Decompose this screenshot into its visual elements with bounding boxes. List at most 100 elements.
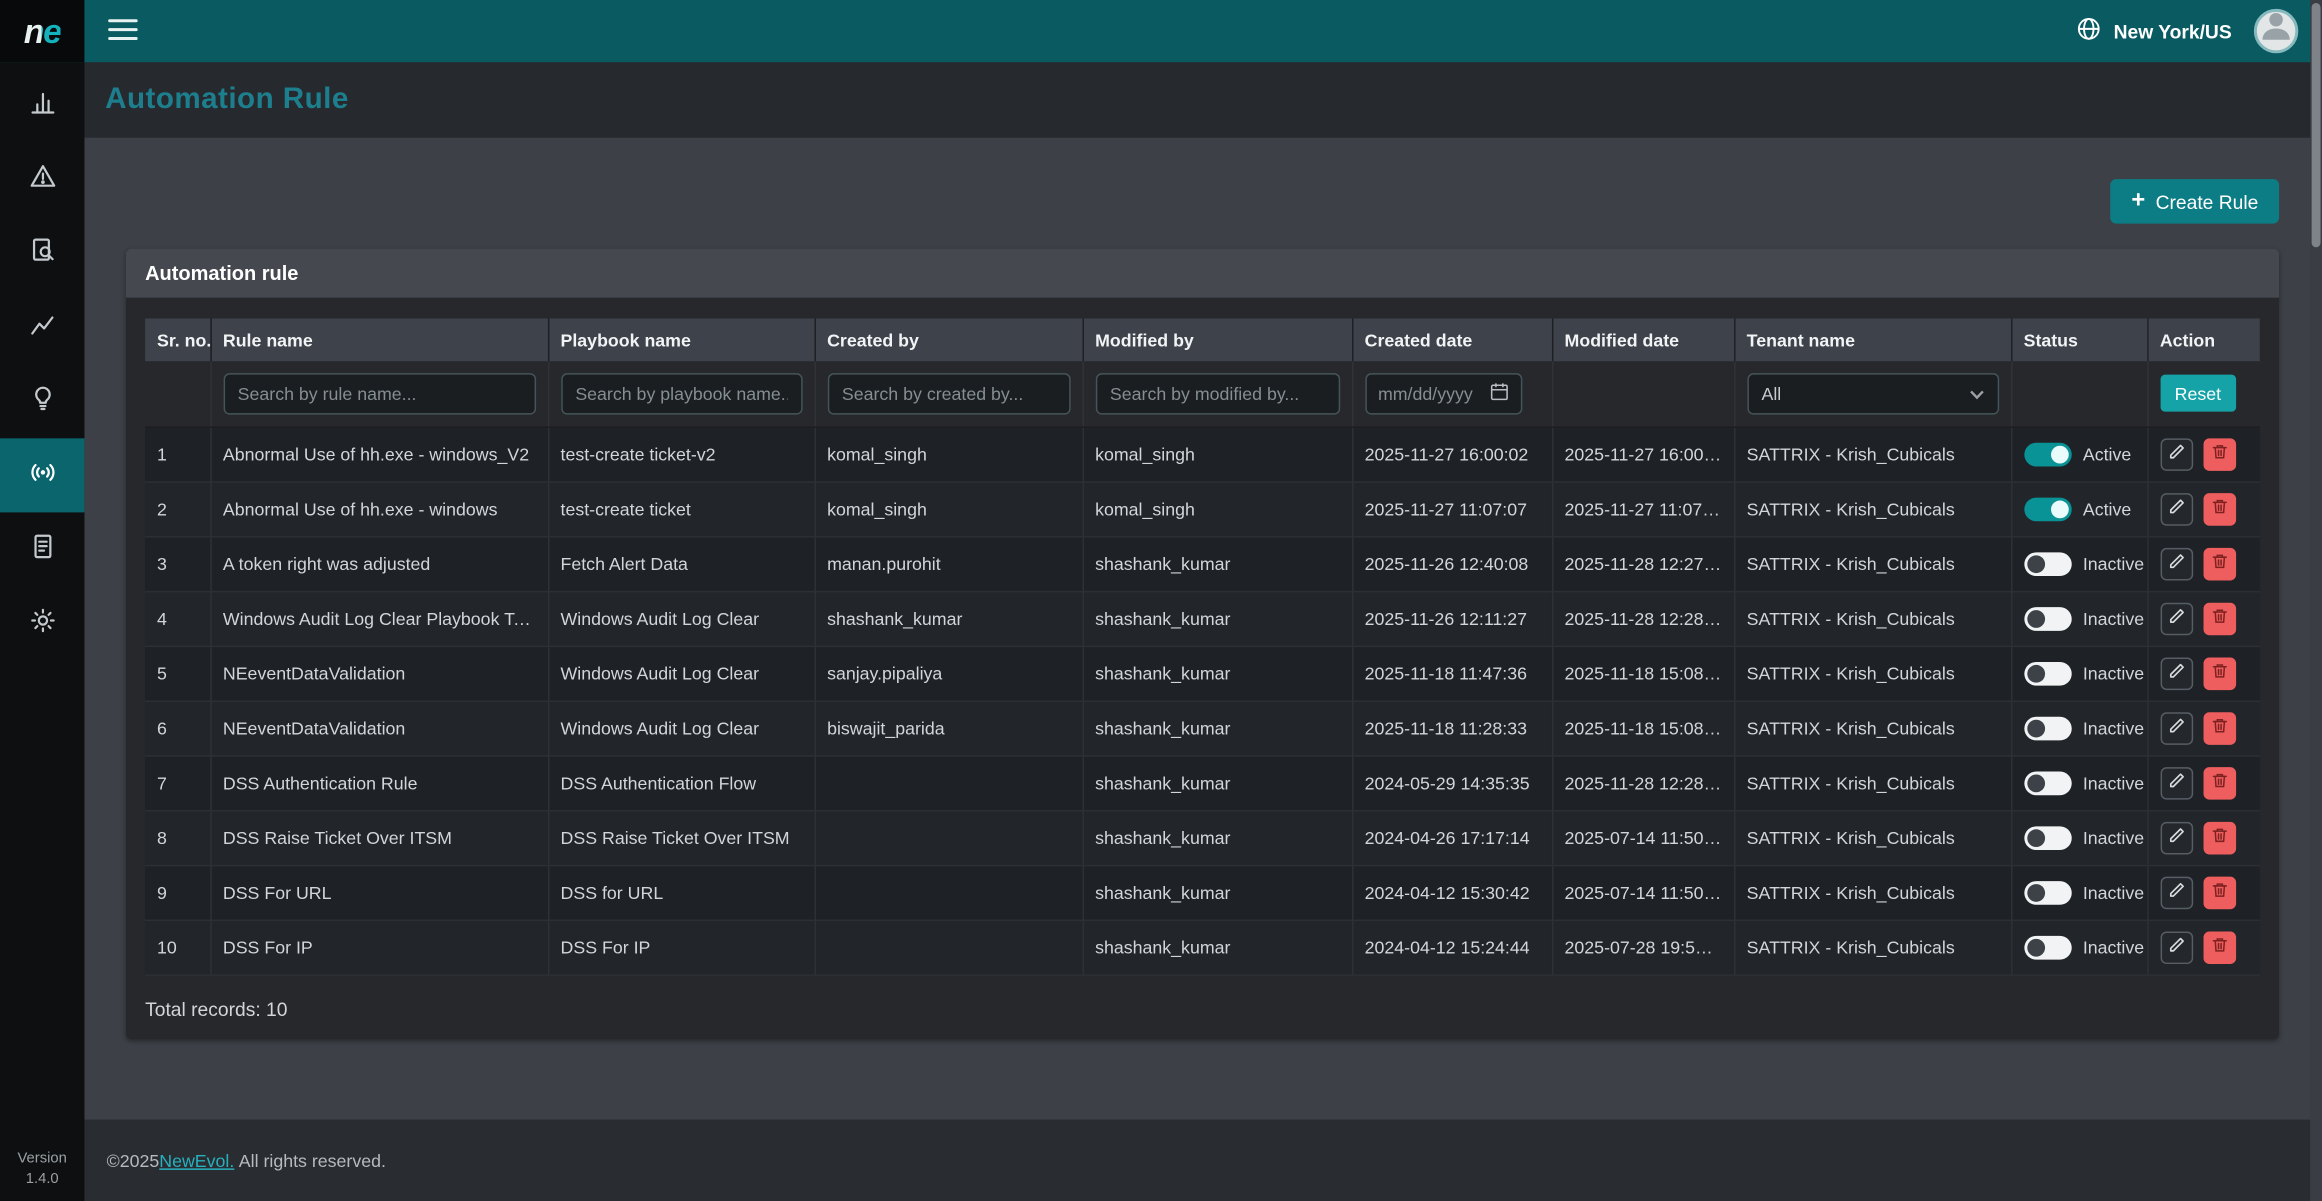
- toggle-knob: [2027, 883, 2045, 901]
- delete-button[interactable]: [2203, 438, 2236, 471]
- newevol-link[interactable]: NewEvol.: [159, 1150, 234, 1171]
- sidebar-item-analytics[interactable]: [0, 290, 84, 364]
- pencil-icon: [2167, 498, 2185, 520]
- table-row: 8 DSS Raise Ticket Over ITSM DSS Raise T…: [145, 810, 2260, 865]
- cell-rule-name: Abnormal Use of hh.exe - windows: [210, 481, 548, 536]
- cell-created-by: [814, 865, 1082, 920]
- table-row: 4 Windows Audit Log Clear Playbook Test …: [145, 591, 2260, 646]
- card-title: Automation rule: [126, 249, 2279, 298]
- cell-tenant-name: SATTRIX - Krish_Cubicals: [1734, 865, 2011, 920]
- edit-button[interactable]: [2160, 547, 2193, 580]
- filter-cell-empty-modified-date: [1552, 361, 1734, 426]
- delete-button[interactable]: [2203, 766, 2236, 799]
- edit-button[interactable]: [2160, 821, 2193, 854]
- app-logo[interactable]: ne: [0, 0, 84, 62]
- person-icon: [2257, 9, 2296, 50]
- edit-button[interactable]: [2160, 712, 2193, 745]
- automation-rule-card: Automation rule Sr. no. Rule name Playbo…: [126, 249, 2279, 1039]
- cell-created-date: 2024-04-26 17:17:14: [1352, 810, 1552, 865]
- edit-button[interactable]: [2160, 876, 2193, 909]
- status-toggle[interactable]: [2024, 661, 2071, 685]
- cell-rule-name: DSS Raise Ticket Over ITSM: [210, 810, 548, 865]
- chevron-down-icon: [1969, 383, 1984, 404]
- status-toggle[interactable]: [2024, 552, 2071, 576]
- edit-button[interactable]: [2160, 438, 2193, 471]
- delete-button[interactable]: [2203, 876, 2236, 909]
- sidebar-item-alerts[interactable]: [0, 142, 84, 216]
- cell-rule-name: DSS For URL: [210, 865, 548, 920]
- tenant-filter-select[interactable]: All: [1747, 373, 1999, 414]
- region-selector[interactable]: New York/US: [2077, 16, 2232, 46]
- table-row: 6 NEeventDataValidation Windows Audit Lo…: [145, 700, 2260, 755]
- cell-status: Inactive: [2011, 755, 2147, 810]
- cell-status: Inactive: [2011, 646, 2147, 701]
- region-label: New York/US: [2114, 20, 2232, 42]
- cell-status: Inactive: [2011, 865, 2147, 920]
- status-toggle[interactable]: [2024, 442, 2071, 466]
- delete-button[interactable]: [2203, 657, 2236, 690]
- status-toggle[interactable]: [2024, 826, 2071, 850]
- sidebar-item-investigation[interactable]: [0, 216, 84, 290]
- scrollbar-thumb[interactable]: [2312, 3, 2321, 247]
- edit-button[interactable]: [2160, 657, 2193, 690]
- cell-created-by: [814, 810, 1082, 865]
- pencil-icon: [2167, 826, 2185, 848]
- cell-created-by: komal_singh: [814, 481, 1082, 536]
- status-toggle[interactable]: [2024, 606, 2071, 630]
- status-toggle[interactable]: [2024, 716, 2071, 740]
- status-label: Inactive: [2083, 937, 2144, 958]
- cell-tenant-name: SATTRIX - Krish_Cubicals: [1734, 810, 2011, 865]
- cell-rule-name: Windows Audit Log Clear Playbook Test: [210, 591, 548, 646]
- delete-button[interactable]: [2203, 931, 2236, 964]
- cell-created-date: 2025-11-27 11:07:07: [1352, 481, 1552, 536]
- table-row: 1 Abnormal Use of hh.exe - windows_V2 te…: [145, 426, 2260, 481]
- create-rule-button[interactable]: + Create Rule: [2111, 179, 2279, 223]
- sidebar-item-automation[interactable]: [0, 438, 84, 512]
- edit-button[interactable]: [2160, 766, 2193, 799]
- vertical-scrollbar[interactable]: [2310, 0, 2322, 1201]
- user-avatar[interactable]: [2254, 9, 2298, 53]
- status-label: Inactive: [2083, 663, 2144, 684]
- filter-cell-empty-sr: [145, 361, 210, 426]
- pencil-icon: [2167, 717, 2185, 739]
- sidebar-item-insights[interactable]: [0, 364, 84, 438]
- plus-icon: +: [2131, 190, 2145, 214]
- delete-button[interactable]: [2203, 547, 2236, 580]
- page-header: Automation Rule: [84, 62, 2322, 138]
- cell-created-date: 2025-11-27 16:00:02: [1352, 426, 1552, 481]
- created-date-filter[interactable]: mm/dd/yyyy: [1365, 373, 1522, 414]
- column-header-playbook-name: Playbook name: [548, 318, 815, 361]
- created-by-filter-input[interactable]: [827, 373, 1070, 414]
- modified-by-filter-input[interactable]: [1095, 373, 1339, 414]
- delete-button[interactable]: [2203, 492, 2236, 525]
- status-toggle[interactable]: [2024, 771, 2071, 795]
- edit-button[interactable]: [2160, 492, 2193, 525]
- pencil-icon: [2167, 443, 2185, 465]
- sidebar-item-settings[interactable]: [0, 586, 84, 660]
- rule-name-filter-input[interactable]: [223, 373, 535, 414]
- cell-action: [2147, 755, 2260, 810]
- edit-button[interactable]: [2160, 602, 2193, 635]
- playbook-name-filter-input[interactable]: [561, 373, 802, 414]
- card-body: Sr. no. Rule name Playbook name Created …: [126, 298, 2279, 1039]
- cell-tenant-name: SATTRIX - Krish_Cubicals: [1734, 591, 2011, 646]
- cell-created-date: 2024-04-12 15:24:44: [1352, 920, 1552, 975]
- filter-cell-empty-status: [2011, 361, 2147, 426]
- edit-button[interactable]: [2160, 931, 2193, 964]
- cell-modified-by: shashank_kumar: [1083, 865, 1353, 920]
- status-toggle[interactable]: [2024, 497, 2071, 521]
- reset-button[interactable]: Reset: [2160, 375, 2236, 412]
- pencil-icon: [2167, 662, 2185, 684]
- version-label: Version: [0, 1149, 84, 1170]
- delete-button[interactable]: [2203, 821, 2236, 854]
- sidebar-item-reports[interactable]: [0, 512, 84, 586]
- cell-sr-no: 5: [145, 646, 210, 701]
- cell-modified-by: shashank_kumar: [1083, 646, 1353, 701]
- status-label: Inactive: [2083, 827, 2144, 848]
- sidebar-item-dashboard[interactable]: [0, 68, 84, 142]
- menu-toggle-button[interactable]: [101, 10, 145, 53]
- status-toggle[interactable]: [2024, 880, 2071, 904]
- status-toggle[interactable]: [2024, 935, 2071, 959]
- delete-button[interactable]: [2203, 712, 2236, 745]
- delete-button[interactable]: [2203, 602, 2236, 635]
